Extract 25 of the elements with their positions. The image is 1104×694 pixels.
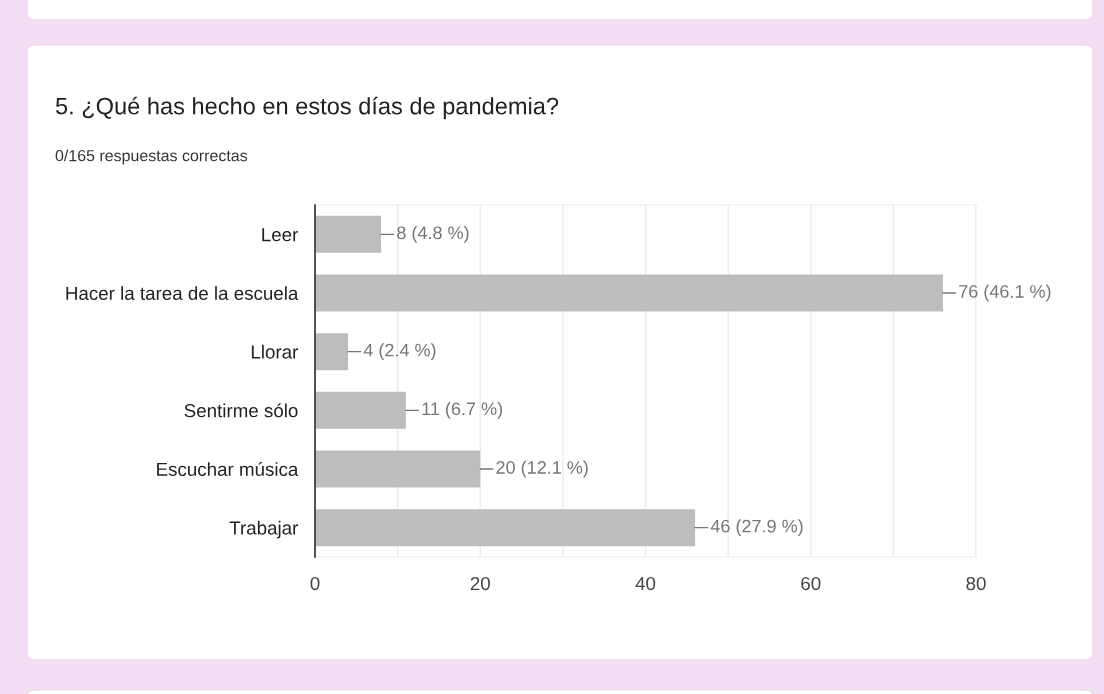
chart-title: 5. ¿Qué has hecho en estos días de pandemia?: [55, 96, 559, 120]
x-tick-label: 40: [635, 576, 656, 591]
bar: [315, 391, 406, 429]
bar: [315, 450, 481, 488]
data-label: 11 (6.7 %): [422, 401, 503, 419]
text: 0/165 respuestas correctas: [55, 149, 248, 165]
bar: [315, 215, 382, 253]
data-label: 46 (27.9 %): [710, 519, 803, 537]
y-tick-label: Trabajar: [229, 520, 299, 539]
x-tick-label: 60: [801, 576, 821, 591]
data-label: 4 (2.4 %): [363, 343, 436, 361]
x-tick-label: 0: [310, 576, 320, 591]
y-tick-label: Llorar: [251, 344, 299, 359]
data-label: 8 (4.8 %): [397, 225, 469, 243]
y-tick-label: Escuchar música: [157, 461, 299, 476]
data-label: 20 (12.1 %): [496, 460, 588, 478]
x-tick-label: 20: [470, 576, 490, 591]
data-label: 76 (46.1 %): [959, 284, 1051, 302]
bar: [315, 509, 696, 547]
y-tick-label: Leer: [262, 228, 299, 242]
x-tick-label: 80: [966, 576, 986, 591]
y-tick-label: Hacer la tarea de la escuela: [66, 286, 299, 300]
y-tick-label: Sentirme sólo: [184, 403, 298, 418]
bar: [315, 333, 349, 371]
bar: [315, 274, 943, 312]
